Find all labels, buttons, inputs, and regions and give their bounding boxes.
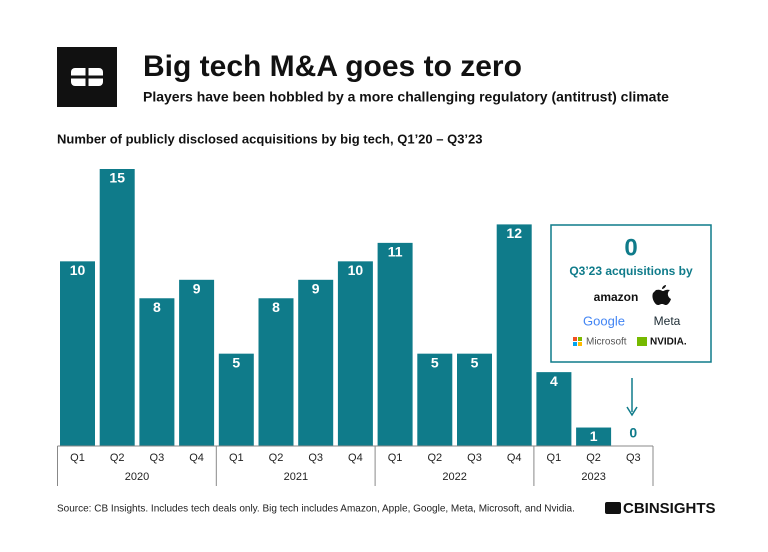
annotation-headline: 0 bbox=[624, 234, 637, 261]
value-label: 11 bbox=[388, 244, 403, 260]
ms-logo bbox=[573, 337, 577, 341]
bar bbox=[457, 353, 492, 446]
bar bbox=[218, 353, 254, 446]
x-tick-label: Q4 bbox=[189, 452, 204, 464]
x-tick-label: Q2 bbox=[586, 452, 601, 464]
value-label: 5 bbox=[471, 354, 479, 370]
x-tick-label: Q2 bbox=[269, 452, 284, 464]
value-label: 0 bbox=[629, 425, 637, 441]
arrow-head bbox=[626, 406, 638, 417]
bar bbox=[576, 427, 612, 446]
value-label: 10 bbox=[70, 262, 86, 278]
company-logo: Google bbox=[583, 313, 625, 328]
value-label: 8 bbox=[272, 299, 280, 315]
value-label: 15 bbox=[109, 170, 125, 186]
x-tick-label: Q2 bbox=[110, 452, 125, 464]
company-logo: NVIDIA. bbox=[650, 337, 687, 348]
value-label: 4 bbox=[550, 373, 558, 389]
nvidia-logo bbox=[637, 337, 647, 346]
ms-logo bbox=[578, 337, 582, 341]
bar bbox=[337, 261, 373, 446]
company-logo: amazon bbox=[594, 290, 639, 304]
x-tick-label: Q3 bbox=[467, 452, 482, 464]
ms-logo bbox=[578, 342, 582, 346]
group-label: 2023 bbox=[581, 471, 605, 483]
bar bbox=[258, 298, 294, 446]
value-label: 5 bbox=[232, 354, 240, 370]
bar bbox=[377, 242, 413, 446]
brand: CBINSIGHTS bbox=[623, 500, 716, 517]
bar bbox=[99, 169, 135, 446]
group-label: 2020 bbox=[125, 471, 149, 483]
company-logo: Microsoft bbox=[586, 337, 627, 348]
x-tick-label: Q1 bbox=[547, 452, 562, 464]
value-label: 1 bbox=[590, 428, 598, 444]
group-label: 2021 bbox=[284, 471, 308, 483]
group-label: 2022 bbox=[442, 471, 466, 483]
x-tick-label: Q3 bbox=[308, 452, 323, 464]
x-tick-label: Q3 bbox=[150, 452, 165, 464]
bar bbox=[139, 298, 175, 446]
value-label: 12 bbox=[506, 225, 522, 241]
brand-mark bbox=[605, 502, 621, 514]
value-label: 8 bbox=[153, 299, 161, 315]
x-tick-label: Q1 bbox=[70, 452, 85, 464]
bar bbox=[417, 353, 453, 446]
chart-subtitle: Players have been hobbled by a more chal… bbox=[143, 89, 669, 105]
bar bbox=[60, 261, 95, 446]
company-logo: Meta bbox=[654, 314, 681, 328]
chart-title: Big tech M&A goes to zero bbox=[143, 50, 522, 83]
bar bbox=[298, 279, 334, 446]
annotation-text: Q3’23 acquisitions by bbox=[569, 264, 693, 278]
x-tick-label: Q4 bbox=[348, 452, 363, 464]
value-label: 9 bbox=[193, 281, 201, 297]
bar bbox=[179, 279, 215, 446]
ms-logo bbox=[573, 342, 577, 346]
value-label: 9 bbox=[312, 281, 320, 297]
x-tick-label: Q4 bbox=[507, 452, 522, 464]
x-tick-label: Q1 bbox=[229, 452, 244, 464]
value-label: 10 bbox=[348, 262, 364, 278]
bar bbox=[536, 372, 572, 446]
x-tick-label: Q1 bbox=[388, 452, 403, 464]
x-tick-label: Q2 bbox=[427, 452, 442, 464]
x-tick-label: Q3 bbox=[626, 452, 641, 464]
annotation-box bbox=[550, 224, 712, 363]
axis-label: Number of publicly disclosed acquisition… bbox=[57, 131, 483, 146]
bar bbox=[496, 224, 532, 446]
value-label: 5 bbox=[431, 354, 439, 370]
source: Source: CB Insights. Includes tech deals… bbox=[57, 504, 575, 515]
apple-logo bbox=[652, 285, 671, 305]
